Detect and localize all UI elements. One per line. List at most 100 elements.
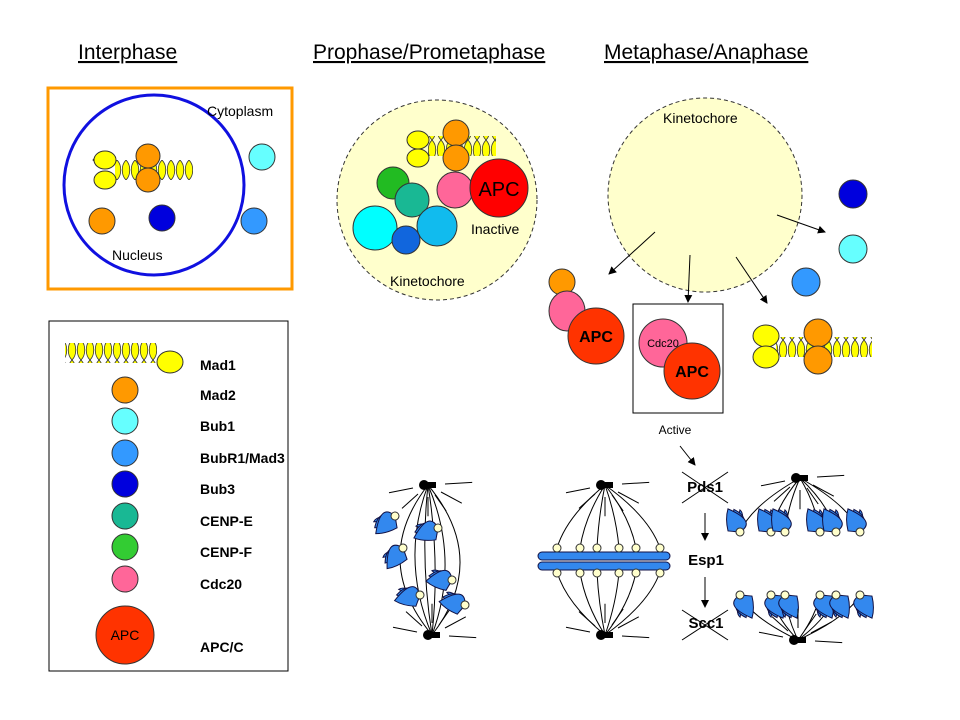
kinetochore-dot <box>831 590 841 600</box>
kinetochore-dot <box>552 568 562 578</box>
aster-ray <box>392 626 418 633</box>
chromatid <box>425 569 453 591</box>
chromosome <box>438 591 470 615</box>
legend-swatch-bubr1-mad3 <box>111 439 139 467</box>
bubr1 <box>791 267 821 297</box>
kinetochore-dot <box>780 527 790 537</box>
centriole <box>419 480 429 490</box>
kinetochore-dot <box>415 590 425 600</box>
mad2 <box>803 345 833 375</box>
legend-swatch-cenp-e <box>111 502 139 530</box>
aster-ray <box>438 608 451 626</box>
metaphase-plate <box>537 551 671 561</box>
chromosome <box>822 508 843 537</box>
apc-text: APC <box>478 179 519 201</box>
aster-ray <box>611 494 624 512</box>
aster-ray <box>388 487 414 494</box>
aster-ray <box>621 481 650 485</box>
kinetochore-dot <box>831 527 841 537</box>
mad2 <box>803 318 833 348</box>
aster-ray <box>565 487 591 494</box>
kinetochore-dot <box>655 568 665 578</box>
kinetochore-dot <box>614 543 624 553</box>
legend-label: Mad2 <box>200 387 236 403</box>
aster-ray <box>440 491 463 504</box>
legend-label: Bub3 <box>200 481 235 497</box>
legend-swatch-bub1 <box>111 407 139 435</box>
aster-ray <box>806 487 819 505</box>
centriole <box>798 637 806 643</box>
centriole <box>800 475 808 481</box>
chromatid <box>438 593 466 615</box>
bub3 <box>391 225 421 255</box>
legend-box <box>48 320 289 672</box>
kinetochore-dot <box>735 527 745 537</box>
spindles <box>372 473 874 645</box>
title-prophase: Prophase/Prometaphase <box>313 41 545 64</box>
cdc20-text: Cdc20 <box>647 338 679 350</box>
arrow <box>684 254 693 303</box>
mad1-head <box>752 345 780 369</box>
kinetochore-dot <box>575 543 585 553</box>
aster-ray <box>812 484 835 497</box>
microtubule <box>556 484 606 549</box>
legend-swatch-cdc20 <box>111 565 139 593</box>
bub3 <box>148 204 176 232</box>
chromatid <box>778 594 799 619</box>
legend-label: Cdc20 <box>200 576 242 592</box>
aster-ray <box>444 481 473 485</box>
kinetochore-dot <box>631 568 641 578</box>
centriole <box>596 480 606 490</box>
interphase-panel: Cytoplasm Nucleus <box>46 86 294 291</box>
mad2 <box>135 167 161 193</box>
aster-ray <box>611 608 624 626</box>
mad2 <box>135 143 161 169</box>
aster-ray <box>758 631 784 638</box>
microtubule <box>414 484 433 636</box>
chromosome <box>372 511 400 535</box>
arrow <box>735 256 768 304</box>
microtubule <box>579 571 606 636</box>
microtubule <box>427 484 436 636</box>
title-interphase: Interphase <box>78 41 177 64</box>
chromatid <box>853 594 874 619</box>
aster-ray <box>814 640 843 644</box>
aster-ray <box>565 626 591 633</box>
anaphase-spindle <box>726 473 874 645</box>
kinetochore-dot <box>655 543 665 553</box>
kinetochore-dot <box>766 590 776 600</box>
kinetochore-dot <box>460 600 470 610</box>
microtubule <box>596 571 606 636</box>
kinetochore-dot <box>855 590 865 600</box>
centriole <box>432 632 440 638</box>
aster-ray <box>760 480 786 487</box>
arrow <box>776 214 826 234</box>
chromatid <box>846 508 867 533</box>
bub1 <box>352 205 398 251</box>
kinetochore-dot <box>780 590 790 600</box>
metaphase-kinetochore: Kinetochore APC Cdc20 APC Active <box>548 97 872 466</box>
legend: Mad1 Mad2 Bub1 BubR1/Mad3 Bub3 CENP-E CENP-F Cd… <box>48 320 289 672</box>
kinetochore-label: Kinetochore <box>390 273 465 289</box>
kinetochore-dot <box>390 511 400 521</box>
metaphase-spindle <box>537 480 671 640</box>
mad1-head <box>752 324 780 348</box>
esp1-label: Esp1 <box>688 552 724 569</box>
centriole <box>423 630 433 640</box>
legend-label: CENP-E <box>200 513 253 529</box>
chromosome <box>771 508 792 537</box>
microtubule <box>424 484 433 636</box>
pathway: Pds1 Esp1 Scc1 <box>681 471 729 641</box>
microtubule <box>604 571 637 636</box>
apc-text: APC <box>675 364 709 381</box>
legend-label: CENP-F <box>200 544 253 560</box>
kinetochore-dot <box>398 543 408 553</box>
cross-mark <box>681 609 729 641</box>
legend-apc-text: APC <box>111 627 140 643</box>
aster-ray <box>621 635 650 639</box>
bub1 <box>248 143 276 171</box>
aster-ray <box>816 474 845 478</box>
chromosome <box>813 590 834 619</box>
nucleus <box>62 93 246 277</box>
